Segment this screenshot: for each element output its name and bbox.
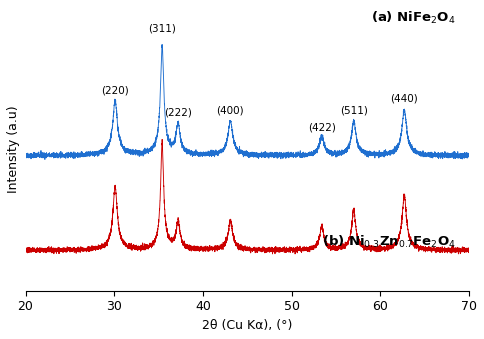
Text: (422): (422) xyxy=(308,122,336,132)
Text: (311): (311) xyxy=(148,24,176,34)
X-axis label: 2θ (Cu Kα), (°): 2θ (Cu Kα), (°) xyxy=(202,319,292,332)
Y-axis label: Intensity (a.u): Intensity (a.u) xyxy=(7,105,20,193)
Text: (222): (222) xyxy=(164,108,192,118)
Text: (b) Ni$_{0.3}$Zn$_{0.7}$Fe$_2$O$_4$: (b) Ni$_{0.3}$Zn$_{0.7}$Fe$_2$O$_4$ xyxy=(322,234,456,250)
Text: (511): (511) xyxy=(340,106,368,116)
Text: (400): (400) xyxy=(217,105,244,116)
Text: (220): (220) xyxy=(101,85,129,95)
Text: (a) NiFe$_2$O$_4$: (a) NiFe$_2$O$_4$ xyxy=(371,10,456,26)
Text: (440): (440) xyxy=(391,93,418,103)
